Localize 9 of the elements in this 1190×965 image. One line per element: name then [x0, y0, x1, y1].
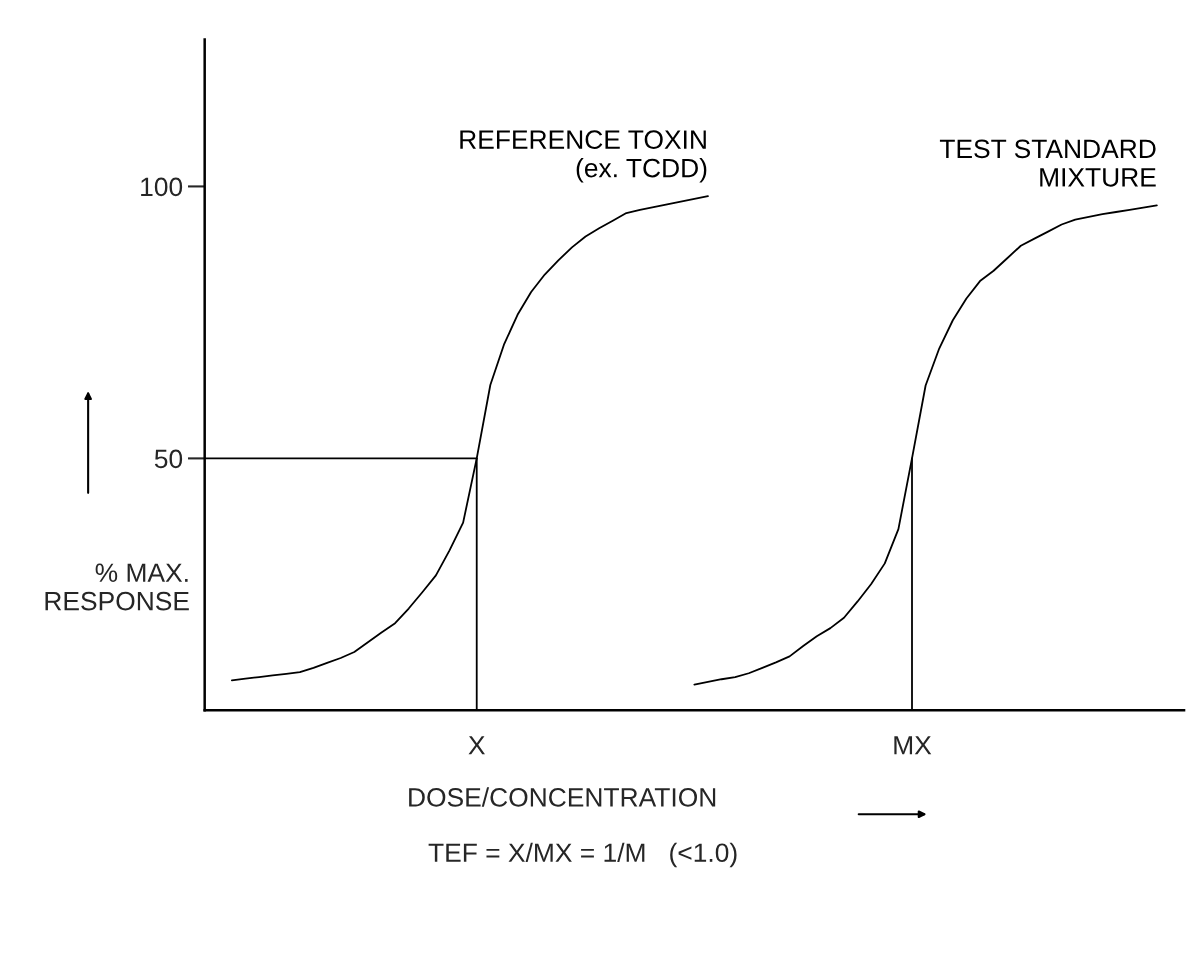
series-label: REFERENCE TOXIN (ex. TCDD) [460, 130, 707, 183]
x-axis-title: DOSE/CONCENTRATION [409, 787, 716, 807]
series-label: TEST STANDARD MIXTURE [939, 139, 1156, 187]
y-tick-label: 50 [154, 449, 183, 469]
y-axis-title: % MAX. RESPONSE [45, 563, 189, 611]
y-tick-label: 100 [141, 177, 183, 197]
x-tick-label: MX [894, 736, 932, 755]
x-tick-label: X [468, 736, 485, 755]
text: TEF = X/MX = 1/M (<1.0) [428, 842, 737, 868]
